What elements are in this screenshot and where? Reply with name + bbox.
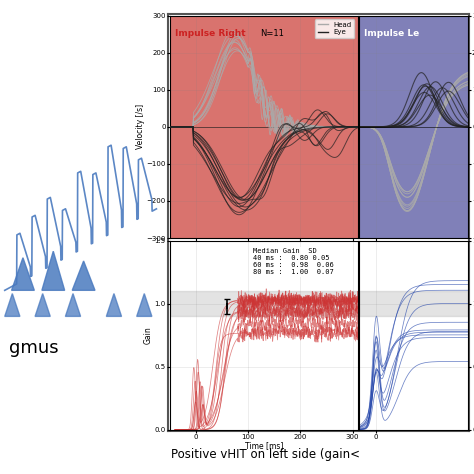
Polygon shape (11, 258, 34, 290)
Text: Median Gain  SD
40 ms :  0.80 0.05
60 ms :  0.98  0.06
80 ms :  1.00  0.07: Median Gain SD 40 ms : 0.80 0.05 60 ms :… (253, 248, 333, 275)
Polygon shape (72, 261, 95, 290)
Legend: Head, Eye: Head, Eye (315, 19, 355, 38)
Text: Impulse Right: Impulse Right (175, 29, 246, 38)
Y-axis label: Gain: Gain (144, 327, 153, 344)
Text: gmus: gmus (9, 339, 59, 357)
Text: N=11: N=11 (260, 29, 284, 38)
Polygon shape (35, 293, 50, 317)
Polygon shape (65, 293, 81, 317)
Bar (170, 292, 358, 317)
Polygon shape (5, 293, 20, 317)
Y-axis label: Velocity [/s]: Velocity [/s] (136, 104, 145, 149)
Polygon shape (137, 293, 152, 317)
Polygon shape (42, 251, 64, 290)
Text: Positive vHIT on left side (gain<: Positive vHIT on left side (gain< (171, 448, 360, 461)
Polygon shape (106, 293, 121, 317)
X-axis label: Time [ms]: Time [ms] (245, 441, 283, 450)
Bar (359, 292, 468, 317)
Text: Impulse Le: Impulse Le (364, 29, 419, 38)
